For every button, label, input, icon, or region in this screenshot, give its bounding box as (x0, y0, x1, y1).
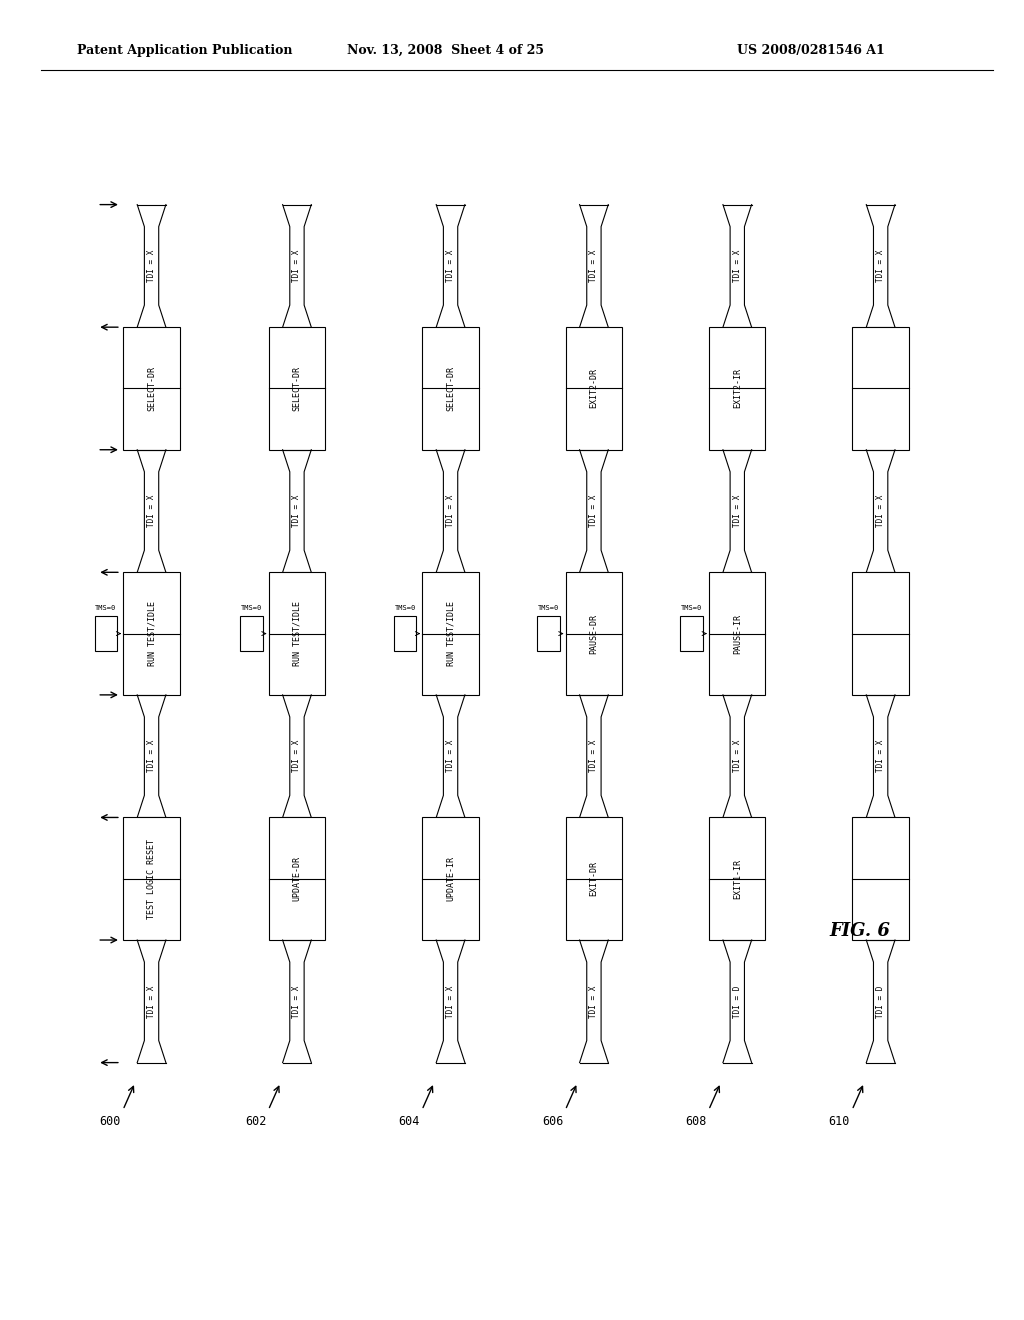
Text: TEST LOGIC RESET: TEST LOGIC RESET (147, 838, 156, 919)
Text: TDI = X: TDI = X (293, 249, 301, 282)
Bar (422, 573, 478, 694)
Bar (268, 327, 325, 450)
Bar (422, 817, 478, 940)
Text: RUN TEST/IDLE: RUN TEST/IDLE (147, 601, 156, 667)
Text: TDI = X: TDI = X (446, 985, 455, 1018)
Bar (268, 817, 325, 940)
Text: TMS=0: TMS=0 (95, 605, 117, 611)
Text: TDI = X: TDI = X (147, 741, 156, 772)
Text: TDI = X: TDI = X (293, 495, 301, 527)
Text: UPDATE-IR: UPDATE-IR (446, 857, 455, 902)
Text: 600: 600 (99, 1115, 121, 1129)
Bar (94, 616, 117, 651)
Bar (565, 573, 623, 694)
Bar (268, 573, 325, 694)
Text: EXIT2-DR: EXIT2-DR (590, 368, 598, 408)
Text: TMS=0: TMS=0 (241, 605, 262, 611)
Text: 602: 602 (245, 1115, 266, 1129)
Bar (852, 327, 909, 450)
Text: TDI = X: TDI = X (733, 495, 741, 527)
Text: TDI = X: TDI = X (590, 495, 598, 527)
Bar (680, 616, 702, 651)
Bar (709, 817, 766, 940)
Bar (565, 327, 623, 450)
Bar (123, 817, 180, 940)
Text: PAUSE-DR: PAUSE-DR (590, 614, 598, 653)
Bar (709, 327, 766, 450)
Text: RUN TEST/IDLE: RUN TEST/IDLE (293, 601, 301, 667)
Text: FIG. 6: FIG. 6 (829, 921, 891, 940)
Text: TMS=0: TMS=0 (394, 605, 416, 611)
Text: UPDATE-DR: UPDATE-DR (293, 857, 301, 902)
Text: EXIT-DR: EXIT-DR (590, 861, 598, 896)
Bar (709, 573, 766, 694)
Text: RUN TEST/IDLE: RUN TEST/IDLE (446, 601, 455, 667)
Text: 606: 606 (542, 1115, 563, 1129)
Text: 610: 610 (828, 1115, 850, 1129)
Text: 608: 608 (685, 1115, 707, 1129)
Text: TDI = X: TDI = X (147, 249, 156, 282)
Bar (123, 327, 180, 450)
Text: TDI = D: TDI = D (877, 985, 885, 1018)
Text: PAUSE-IR: PAUSE-IR (733, 614, 741, 653)
Text: SELECT-DR: SELECT-DR (147, 366, 156, 411)
Bar (393, 616, 416, 651)
Text: SELECT-DR: SELECT-DR (446, 366, 455, 411)
Text: US 2008/0281546 A1: US 2008/0281546 A1 (737, 44, 885, 57)
Text: TMS=0: TMS=0 (681, 605, 702, 611)
Text: Patent Application Publication: Patent Application Publication (77, 44, 292, 57)
Text: TDI = X: TDI = X (446, 249, 455, 282)
Bar (240, 616, 262, 651)
Bar (852, 817, 909, 940)
Text: TDI = X: TDI = X (446, 495, 455, 527)
Text: TDI = X: TDI = X (590, 249, 598, 282)
Text: TDI = X: TDI = X (733, 741, 741, 772)
Text: TDI = X: TDI = X (293, 985, 301, 1018)
Text: SELECT-DR: SELECT-DR (293, 366, 301, 411)
Text: EXIT1-IR: EXIT1-IR (733, 859, 741, 899)
Text: TDI = X: TDI = X (877, 741, 885, 772)
Bar (123, 573, 180, 694)
Text: TDI = D: TDI = D (733, 985, 741, 1018)
Bar (565, 817, 623, 940)
Text: 604: 604 (398, 1115, 420, 1129)
Text: TDI = X: TDI = X (877, 495, 885, 527)
Text: TDI = X: TDI = X (446, 741, 455, 772)
Text: TDI = X: TDI = X (733, 249, 741, 282)
Text: TMS=0: TMS=0 (538, 605, 559, 611)
Text: TDI = X: TDI = X (590, 985, 598, 1018)
Text: TDI = X: TDI = X (147, 495, 156, 527)
Text: TDI = X: TDI = X (590, 741, 598, 772)
Bar (852, 573, 909, 694)
Bar (537, 616, 559, 651)
Text: TDI = X: TDI = X (147, 985, 156, 1018)
Text: TDI = X: TDI = X (877, 249, 885, 282)
Bar (422, 327, 478, 450)
Text: Nov. 13, 2008  Sheet 4 of 25: Nov. 13, 2008 Sheet 4 of 25 (347, 44, 544, 57)
Text: EXIT2-IR: EXIT2-IR (733, 368, 741, 408)
Text: TDI = X: TDI = X (293, 741, 301, 772)
